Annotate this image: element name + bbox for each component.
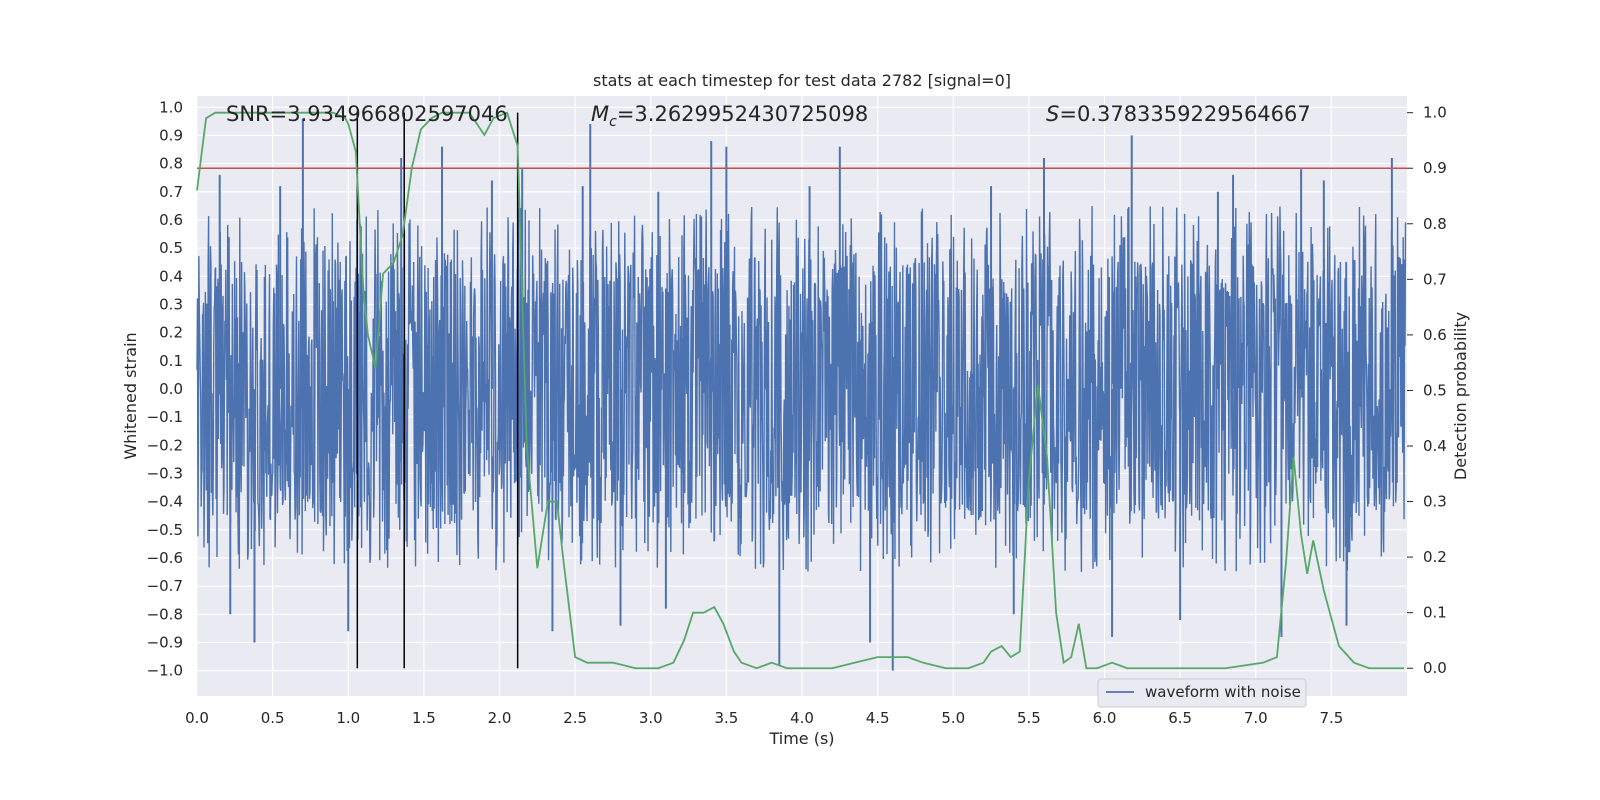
right-y-tick-label: 0.6 xyxy=(1423,326,1447,344)
left-y-tick-label: 0.3 xyxy=(159,295,183,313)
right-y-tick-label: 0.9 xyxy=(1423,159,1447,177)
left-y-tick-label: 1.0 xyxy=(159,98,183,116)
x-tick-label: 6.0 xyxy=(1093,709,1117,727)
right-y-tick-label: 0.5 xyxy=(1423,381,1447,399)
left-y-tick-label: −0.7 xyxy=(147,577,183,595)
x-axis-ticks: 0.0 0.5 1.0 1.5 2.0 2.5 3.0 3.5 4.0 4.5 5.0 5.5 6.0 6… xyxy=(185,709,1343,727)
x-tick-label: 1.5 xyxy=(412,709,436,727)
left-y-tick-label: 0.1 xyxy=(159,352,183,370)
x-tick-label: 4.5 xyxy=(866,709,890,727)
left-y-tick-label: −0.8 xyxy=(147,605,183,623)
x-tick-label: 2.0 xyxy=(488,709,512,727)
left-y-tick-label: 0.0 xyxy=(159,380,183,398)
left-y-axis-ticks: 1.0 0.9 0.8 0.7 0.6 0.5 0.4 0.3 0.2 0.1 0.0 −0.1 −0.… xyxy=(147,98,183,679)
chirp-mass-subscript: c xyxy=(609,114,617,130)
left-y-tick-label: 0.5 xyxy=(159,239,183,257)
left-y-tick-label: 0.2 xyxy=(159,324,183,342)
probability-series xyxy=(196,111,1404,670)
spin-value: =0.3783359229564667 xyxy=(1059,102,1310,126)
x-tick-label: 3.0 xyxy=(639,709,663,727)
left-y-tick-label: 0.8 xyxy=(159,155,183,173)
right-y-tick-label: 0.3 xyxy=(1423,493,1447,511)
waveform-line xyxy=(196,206,1407,572)
right-y-tick-label: 0.8 xyxy=(1423,215,1447,233)
x-tick-label: 3.5 xyxy=(714,709,738,727)
snr-annotation: SNR=3.934966802597046 xyxy=(226,102,508,126)
legend-label: waveform with noise xyxy=(1145,683,1301,701)
left-y-tick-label: −0.5 xyxy=(147,521,183,539)
x-tick-label: 2.5 xyxy=(563,709,587,727)
right-y-tick-label: 0.4 xyxy=(1423,437,1447,455)
waveform-series xyxy=(196,118,1407,671)
right-y-axis-ticks: 1.0 0.9 0.8 0.7 0.6 0.5 0.4 0.3 0.2 0.1 0.0 xyxy=(1407,104,1447,677)
x-tick-label: 4.0 xyxy=(790,709,814,727)
x-tick-label: 7.5 xyxy=(1319,709,1343,727)
left-y-tick-label: 0.6 xyxy=(159,211,183,229)
left-y-tick-label: 0.7 xyxy=(159,183,183,201)
detection-probability-line xyxy=(196,111,1404,670)
right-y-tick-label: 0.0 xyxy=(1423,659,1447,677)
left-y-tick-label: −0.4 xyxy=(147,493,183,511)
chirp-mass-annotation: Mc=3.2629952430725098 xyxy=(591,102,868,130)
x-tick-label: 0.5 xyxy=(261,709,285,727)
left-y-tick-label: −0.9 xyxy=(147,633,183,651)
x-tick-label: 5.0 xyxy=(941,709,965,727)
chirp-mass-value: =3.2629952430725098 xyxy=(617,102,868,126)
x-tick-label: 5.5 xyxy=(1017,709,1041,727)
right-y-tick-label: 1.0 xyxy=(1423,104,1447,122)
left-y-tick-label: 0.9 xyxy=(159,126,183,144)
vertical-markers xyxy=(356,112,519,669)
left-y-tick-label: −0.3 xyxy=(147,464,183,482)
left-y-axis-label: Whitened strain xyxy=(121,332,140,459)
x-tick-label: 7.0 xyxy=(1244,709,1268,727)
left-y-tick-label: −0.2 xyxy=(147,436,183,454)
right-y-tick-label: 0.7 xyxy=(1423,270,1447,288)
x-axis-label: Time (s) xyxy=(768,729,834,748)
legend-box xyxy=(1097,678,1307,708)
right-y-axis-label: Detection probability xyxy=(1451,312,1470,480)
legend: waveform with noise xyxy=(1097,678,1307,708)
spin-annotation: S=0.3783359229564667 xyxy=(1046,102,1311,126)
left-y-tick-label: −1.0 xyxy=(147,662,183,680)
x-tick-label: 1.0 xyxy=(336,709,360,727)
right-y-tick-label: 0.2 xyxy=(1423,548,1447,566)
chart-title: stats at each timestep for test data 278… xyxy=(593,71,1011,90)
right-y-tick-label: 0.1 xyxy=(1423,604,1447,622)
x-tick-label: 6.5 xyxy=(1168,709,1192,727)
spin-symbol: S xyxy=(1046,102,1059,126)
left-y-tick-label: −0.1 xyxy=(147,408,183,426)
left-y-tick-label: −0.6 xyxy=(147,549,183,567)
chirp-mass-symbol: M xyxy=(591,102,609,126)
x-tick-label: 0.0 xyxy=(185,709,209,727)
left-y-tick-label: 0.4 xyxy=(159,267,183,285)
